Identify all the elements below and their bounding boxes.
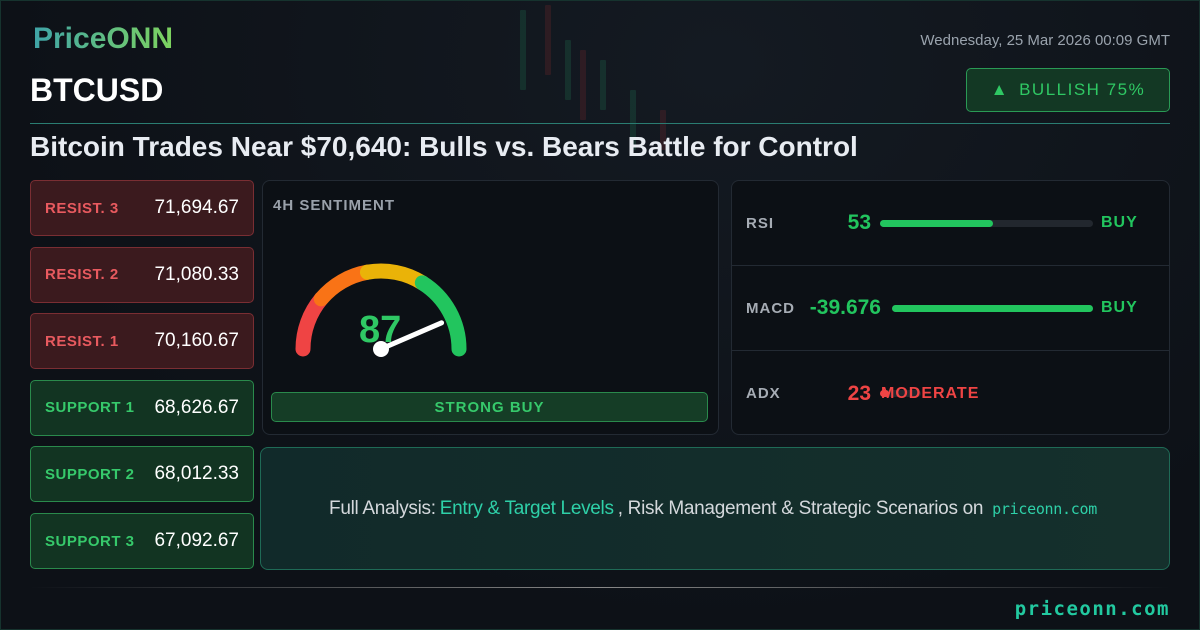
indicator-macd: MACD -39.676 BUY bbox=[732, 266, 1169, 351]
banner-prefix: Full Analysis: bbox=[329, 497, 436, 519]
indicator-bar bbox=[880, 219, 1093, 227]
level-support-row: SUPPORT 2 68,012.33 bbox=[30, 446, 254, 503]
background-candle bbox=[580, 50, 586, 120]
indicator-value: -39.676 bbox=[809, 296, 881, 319]
gauge-segment bbox=[359, 263, 430, 291]
sentiment-panel: 4H SENTIMENT 87 STRONG BUY bbox=[262, 180, 719, 435]
footer-url[interactable]: priceonn.com bbox=[1014, 598, 1170, 620]
gauge-segment bbox=[295, 291, 329, 357]
level-label: SUPPORT 3 bbox=[45, 532, 135, 550]
level-value: 71,694.67 bbox=[154, 197, 239, 218]
bullish-badge: ▲ BULLISH 75% bbox=[966, 68, 1170, 112]
level-resistance-row: RESIST. 2 71,080.33 bbox=[30, 246, 254, 303]
background-candle bbox=[600, 60, 606, 110]
level-value: 71,080.33 bbox=[154, 263, 239, 285]
banner-link[interactable]: priceonn.com bbox=[992, 499, 1097, 518]
indicator-value: 23 bbox=[847, 381, 871, 405]
level-label: RESIST. 3 bbox=[45, 199, 119, 217]
indicator-rsi: RSI 53 BUY bbox=[732, 181, 1169, 266]
level-label: RESIST. 1 bbox=[45, 332, 119, 350]
level-value: 67,092.67 bbox=[154, 530, 239, 551]
background-candle bbox=[545, 5, 551, 75]
gauge-needle bbox=[378, 320, 445, 352]
background-candle bbox=[565, 40, 571, 100]
level-support-row: SUPPORT 1 68,626.67 bbox=[30, 379, 254, 436]
indicator-name: RSI bbox=[746, 214, 775, 232]
sentiment-gauge bbox=[295, 263, 467, 357]
indicators-panel: RSI 53 BUY MACD -39.676 BUY ADX 23 MODERAT… bbox=[731, 180, 1170, 435]
header-divider bbox=[30, 123, 1170, 124]
footer-divider bbox=[30, 587, 1170, 588]
indicator-bar-fill bbox=[892, 304, 1093, 312]
background-candle bbox=[520, 10, 526, 90]
indicator-value: 53 bbox=[847, 211, 871, 234]
full-analysis-banner[interactable]: Full Analysis: Entry & Target Levels , R… bbox=[260, 447, 1170, 570]
indicator-signal: BUY bbox=[1101, 214, 1138, 231]
background-candle bbox=[630, 90, 636, 150]
banner-middle: , Risk Management & Strategic Scenarios … bbox=[617, 497, 984, 519]
level-resistance-row: RESIST. 1 70,160.67 bbox=[30, 313, 254, 370]
sentiment-title: 4H SENTIMENT bbox=[273, 197, 396, 214]
gauge-segment bbox=[313, 264, 375, 307]
level-value: 70,160.67 bbox=[154, 330, 239, 352]
level-label: SUPPORT 1 bbox=[45, 399, 135, 417]
indicator-signal: BUY bbox=[1101, 299, 1138, 316]
indicator-adx: ADX 23 MODERATE bbox=[732, 351, 1169, 436]
indicator-bar bbox=[892, 304, 1093, 312]
level-support-row: SUPPORT 3 67,092.67 bbox=[30, 513, 254, 569]
gauge-segment bbox=[414, 275, 467, 357]
level-value: 68,626.67 bbox=[154, 396, 239, 418]
level-value: 68,012.33 bbox=[154, 463, 239, 485]
ticker-symbol: BTCUSD bbox=[30, 72, 164, 108]
gauge-pivot bbox=[373, 341, 389, 357]
indicator-bar-fill bbox=[880, 390, 890, 397]
level-label: RESIST. 2 bbox=[45, 266, 119, 284]
level-resistance-row: RESIST. 3 71,694.67 bbox=[30, 180, 254, 236]
indicator-signal: MODERATE bbox=[881, 384, 980, 402]
triangle-up-icon: ▲ bbox=[990, 80, 1010, 99]
sentiment-score: 87 bbox=[359, 309, 402, 351]
badge-label: BULLISH 75% bbox=[1019, 80, 1146, 99]
headline: Bitcoin Trades Near $70,640: Bulls vs. B… bbox=[30, 131, 858, 162]
banner-highlight: Entry & Target Levels bbox=[439, 497, 614, 519]
sentiment-signal: STRONG BUY bbox=[271, 392, 708, 422]
timestamp: Wednesday, 25 Mar 2026 00:09 GMT bbox=[920, 32, 1170, 49]
indicator-bar-fill bbox=[880, 219, 993, 227]
priceonn-logo: PriceONN bbox=[33, 22, 174, 55]
indicator-name: MACD bbox=[746, 299, 795, 317]
indicator-bar bbox=[880, 390, 921, 397]
level-label: SUPPORT 2 bbox=[45, 465, 135, 483]
indicator-name: ADX bbox=[746, 385, 781, 402]
background-candle bbox=[660, 110, 666, 150]
